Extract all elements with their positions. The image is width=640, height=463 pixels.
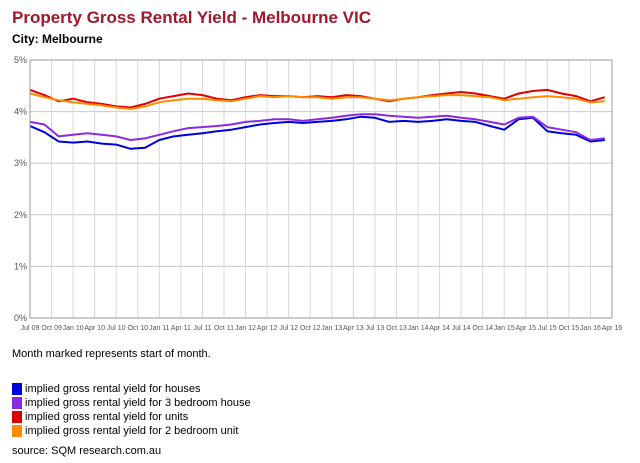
chart-title: Property Gross Rental Yield - Melbourne …: [12, 8, 371, 27]
chart-note: Month marked represents start of month.: [12, 348, 211, 360]
x-tick-label: Oct 12: [300, 325, 321, 332]
chart-legend: implied gross rental yield for houses im…: [12, 382, 251, 438]
x-tick-label: Oct 10: [127, 325, 148, 332]
legend-item-houses: implied gross rental yield for houses: [12, 382, 251, 396]
legend-item-units: implied gross rental yield for units: [12, 410, 251, 424]
y-tick-label: 0%: [14, 313, 27, 323]
y-tick-label: 2%: [14, 210, 27, 220]
legend-item-2-bedroom-unit: implied gross rental yield for 2 bedroom…: [12, 424, 251, 438]
x-tick-label: Oct 11: [214, 325, 234, 332]
series-line-3: [29, 88, 606, 109]
y-tick-label: 3%: [14, 158, 27, 168]
y-axis: 0% 1% 2% 3% 4% 5%: [14, 55, 27, 323]
x-tick-label: Oct 09: [41, 325, 62, 332]
legend-swatch-houses: [12, 383, 22, 395]
legend-swatch-units: [12, 411, 22, 423]
chart-subtitle: City: Melbourne: [12, 32, 103, 46]
plot-frame: [29, 59, 613, 319]
x-tick-label: Apr 14: [429, 325, 450, 332]
series-line-4: [29, 92, 605, 110]
chart-grid: [29, 59, 613, 319]
plot-area: [30, 60, 612, 318]
x-tick-label: Jan 14: [407, 325, 428, 332]
y-tick-label: 1%: [14, 261, 27, 271]
x-tick-label: Jul 09: [21, 325, 40, 332]
chart-source: source: SQM research.com.au: [12, 445, 162, 457]
x-tick-label: Jan 11: [149, 325, 170, 332]
x-tick-label: Apr 15: [515, 325, 536, 332]
series-line-1: [29, 115, 605, 150]
x-axis: Jul 09 Oct 09 Jan 10 Apr 10 Jul 10 Oct 10 Jan …: [21, 325, 623, 332]
legend-swatch-2-bedroom-unit: [12, 425, 22, 437]
y-tick-label: 5%: [14, 55, 27, 65]
legend-item-3-bedroom-house: implied gross rental yield for 3 bedroom…: [12, 396, 251, 410]
chart-series: [29, 88, 606, 150]
x-tick-label: Jan 16: [580, 325, 601, 332]
x-tick-label: Jul 13: [366, 325, 385, 332]
x-tick-label: Jan 13: [321, 325, 342, 332]
x-tick-label: Apr 12: [257, 325, 278, 332]
x-tick-label: Oct 13: [386, 325, 407, 332]
x-tick-label: Jul 12: [279, 325, 298, 332]
x-tick-label: Jul 14: [452, 325, 471, 332]
legend-label-2-bedroom-unit: implied gross rental yield for 2 bedroom…: [25, 425, 239, 437]
legend-swatch-3-bedroom-house: [12, 397, 22, 409]
line-chart: 0%1%2%3%4%5% Jul 09 Oct 09 Jan 10 Apr 10 Jul…: [14, 55, 623, 332]
x-tick-label: Jan 12: [235, 325, 256, 332]
x-tick-label: Jan 15: [494, 325, 515, 332]
x-tick-label: Apr 16: [602, 325, 623, 332]
legend-label-houses: implied gross rental yield for houses: [25, 383, 201, 395]
legend-label-units: implied gross rental yield for units: [25, 411, 189, 423]
x-tick-label: Oct 14: [472, 325, 493, 332]
x-tick-label: Jan 10: [63, 325, 84, 332]
x-tick-label: Jul 11: [193, 325, 211, 332]
x-tick-label: Oct 15: [559, 325, 580, 332]
x-tick-label: Jul 10: [107, 325, 126, 332]
legend-label-3-bedroom-house: implied gross rental yield for 3 bedroom…: [25, 397, 251, 409]
x-tick-label: Apr 10: [84, 325, 105, 332]
x-tick-label: Apr 11: [171, 325, 191, 332]
x-tick-label: Jul 15: [538, 325, 557, 332]
x-tick-label: Apr 13: [343, 325, 364, 332]
series-line-2: [29, 113, 605, 141]
y-tick-label: 4%: [14, 107, 27, 117]
